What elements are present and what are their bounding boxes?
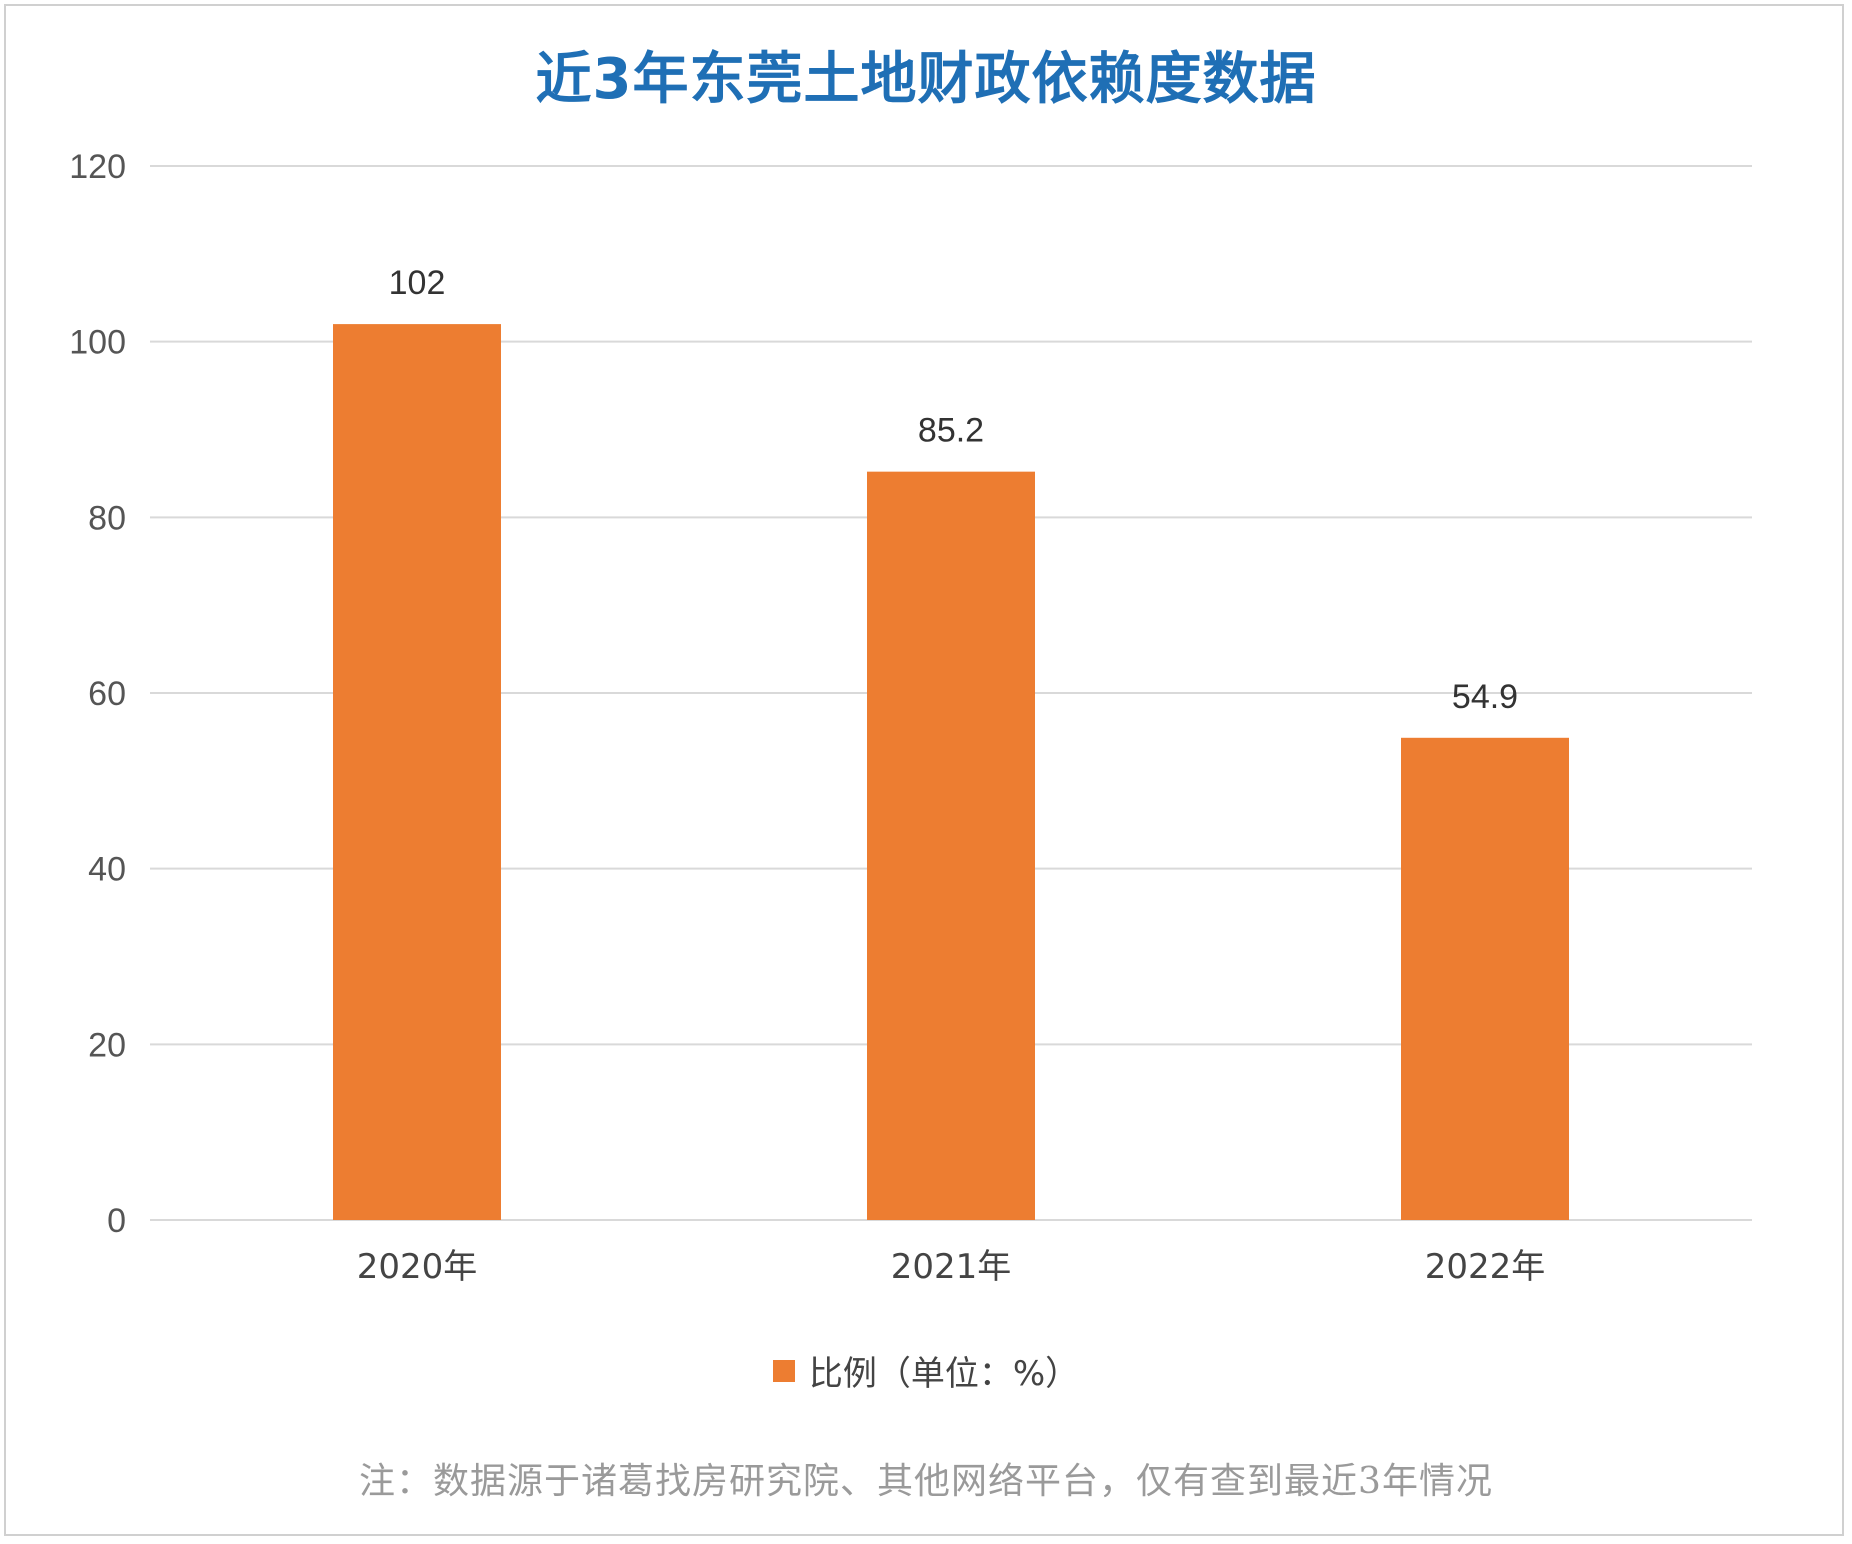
chart-title: 近3年东莞土地财政依赖度数据 bbox=[535, 47, 1317, 112]
source-note: 注：数据源于诸葛找房研究院、其他网络平台，仅有查到最近3年情况 bbox=[359, 1461, 1493, 1502]
data-label: 85.2 bbox=[918, 412, 984, 450]
legend-swatch bbox=[772, 1359, 795, 1382]
y-tick-label: 40 bbox=[88, 851, 126, 889]
x-tick-label: 2021年 bbox=[891, 1247, 1012, 1287]
x-tick-label: 2022年 bbox=[1425, 1247, 1546, 1287]
data-labels: 102 85.2 54.9 bbox=[389, 264, 1518, 716]
y-tick-label: 60 bbox=[88, 675, 126, 713]
y-axis-ticks: 0 20 40 60 80 100 120 bbox=[69, 148, 126, 1240]
data-label: 102 bbox=[389, 264, 446, 302]
bar bbox=[867, 471, 1035, 1220]
bar bbox=[333, 324, 501, 1221]
y-tick-label: 80 bbox=[88, 499, 126, 537]
y-tick-label: 20 bbox=[88, 1026, 126, 1064]
legend-label: 比例（单位：%） bbox=[808, 1354, 1080, 1394]
y-tick-label: 0 bbox=[107, 1202, 126, 1240]
x-tick-label: 2020年 bbox=[357, 1247, 478, 1287]
x-axis-ticks: 2020年 2021年 2022年 bbox=[357, 1247, 1546, 1287]
data-label: 54.9 bbox=[1452, 678, 1518, 716]
y-tick-label: 120 bbox=[69, 148, 126, 186]
bar bbox=[1401, 737, 1569, 1220]
legend: 比例（单位：%） bbox=[0, 1346, 1852, 1395]
bars bbox=[333, 324, 1569, 1221]
y-tick-label: 100 bbox=[69, 324, 126, 362]
